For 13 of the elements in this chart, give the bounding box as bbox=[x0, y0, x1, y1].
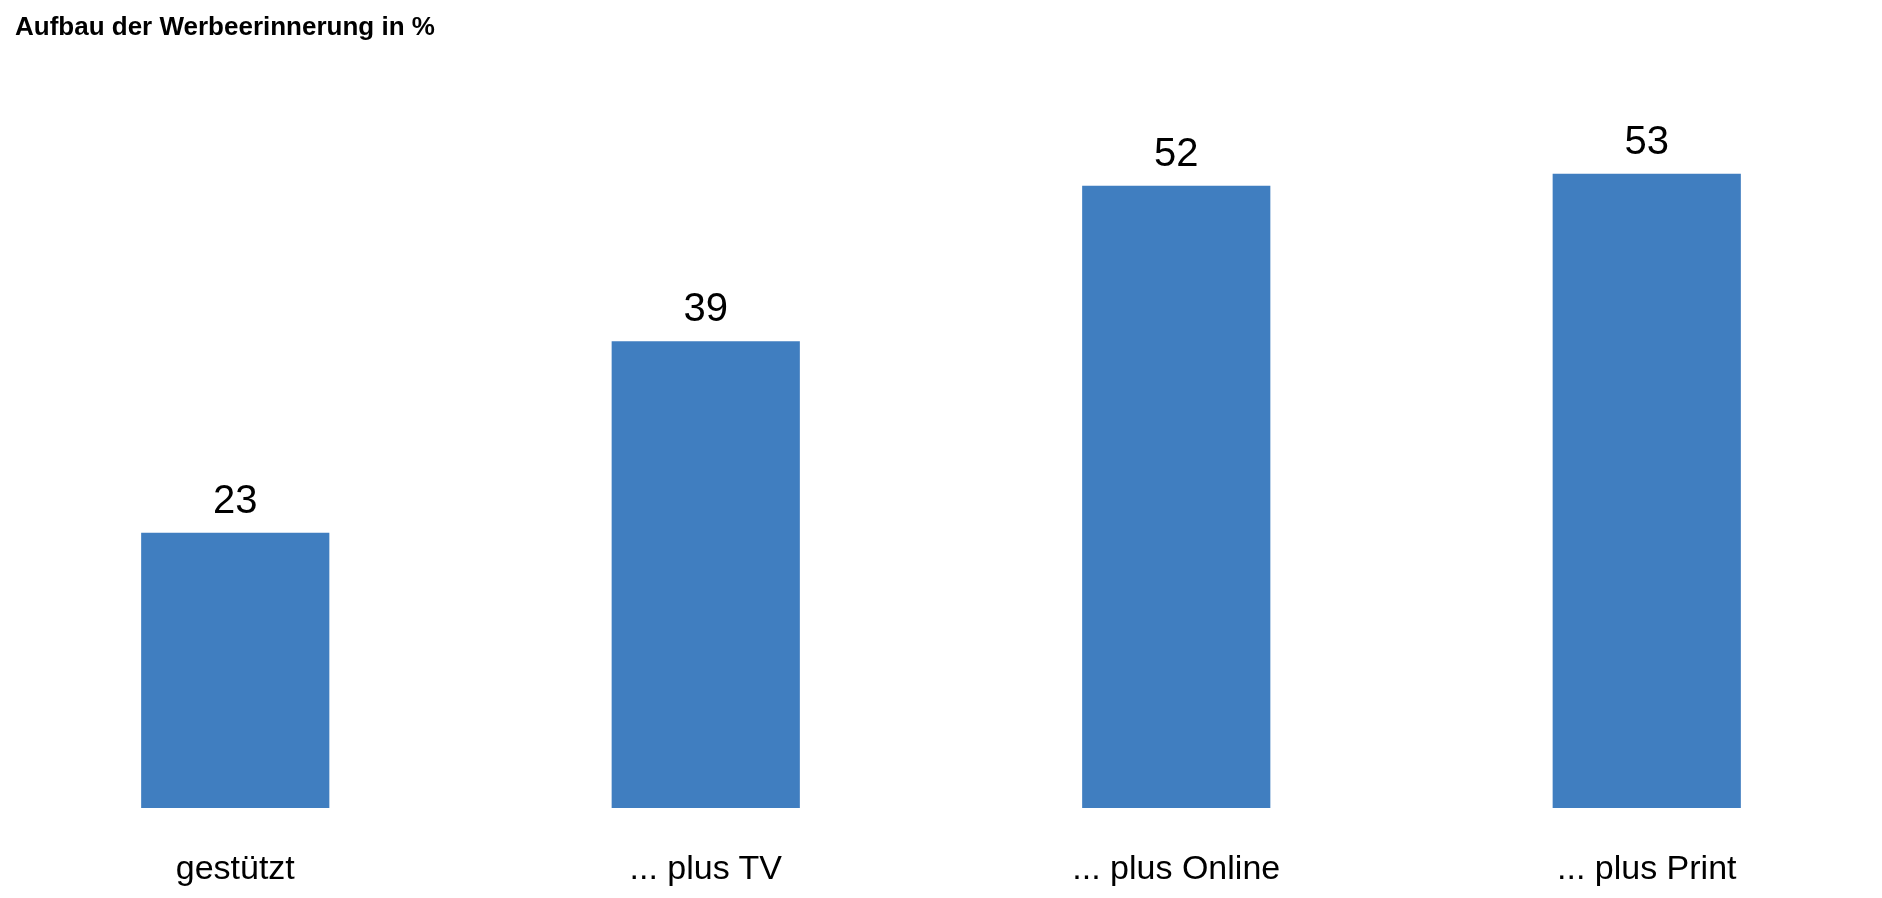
x-tick-label: ... plus Online bbox=[1072, 848, 1281, 886]
chart-title: Aufbau der Werbeerinnerung in % bbox=[15, 11, 435, 41]
x-tick-label: ... plus Print bbox=[1556, 848, 1738, 886]
x-tick-label: gestützt bbox=[175, 848, 296, 886]
bar bbox=[1552, 173, 1741, 808]
data-label: 39 bbox=[683, 285, 728, 330]
bar bbox=[141, 532, 330, 808]
data-label: 23 bbox=[213, 476, 258, 521]
data-label: 53 bbox=[1624, 117, 1669, 162]
x-tick-label: ... plus TV bbox=[629, 848, 783, 886]
data-label: 52 bbox=[1154, 129, 1199, 174]
bar bbox=[611, 341, 800, 808]
bar bbox=[1082, 185, 1271, 808]
